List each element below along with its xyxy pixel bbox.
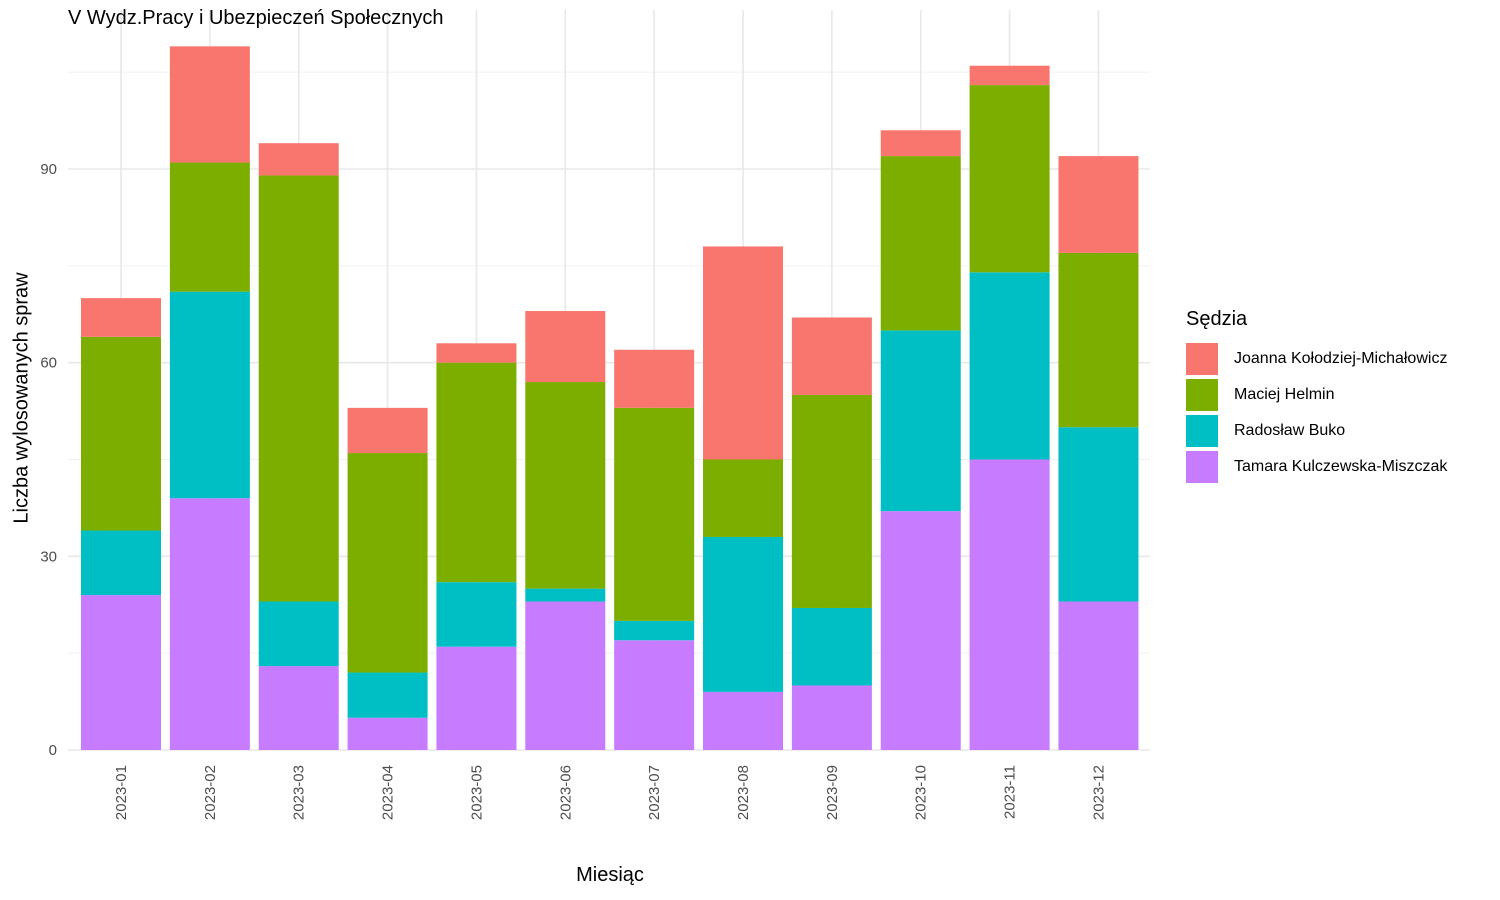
x-tick-label: 2023-09: [824, 765, 841, 820]
bar-segment: [169, 291, 250, 499]
bar-segment: [880, 330, 961, 512]
x-tick-label: 2023-02: [202, 765, 219, 820]
legend-label: Maciej Helmin: [1234, 386, 1335, 403]
bar-segment: [347, 717, 428, 750]
bar-segment: [1058, 427, 1139, 602]
legend-item: Radosław Buko: [1186, 413, 1447, 449]
chart-title: V Wydz.Pracy i Ubezpieczeń Społecznych: [68, 7, 444, 29]
x-tick-label: 2023-10: [913, 765, 930, 820]
bar-segment: [614, 620, 695, 641]
bar-segment: [880, 511, 961, 750]
x-tick-label: 2023-06: [557, 765, 574, 820]
bar-segment: [703, 459, 784, 537]
legend-label: Joanna Kołodziej-Michałowicz: [1234, 350, 1448, 367]
bar-segment: [525, 588, 606, 602]
bar-segment: [969, 85, 1050, 273]
bar-segment: [436, 646, 517, 750]
bar-segment: [880, 156, 961, 331]
x-axis-ticks: 2023-01 2023-02 2023-03 2023-04 2023-05 2023-…: [113, 765, 1107, 820]
legend-label: Radosław Buko: [1234, 422, 1346, 439]
y-tick-label: 90: [40, 161, 57, 178]
bar-segment: [81, 530, 161, 596]
x-tick-label: 2023-12: [1090, 765, 1107, 820]
bar-segment: [969, 65, 1050, 86]
x-tick-label: 2023-01: [113, 765, 130, 820]
bar-segment: [169, 162, 250, 292]
legend-items: Joanna Kołodziej-Michałowicz Maciej Helmi…: [1186, 341, 1447, 485]
x-tick-label: 2023-08: [735, 765, 752, 820]
bar-segment: [347, 407, 428, 454]
legend-item: Tamara Kulczewska-Miszczak: [1186, 449, 1447, 485]
bar-segment: [436, 362, 517, 583]
bar-segment: [347, 453, 428, 673]
bar-segment: [258, 143, 339, 176]
legend-item: Maciej Helmin: [1186, 377, 1447, 413]
bar-segment: [969, 272, 1050, 460]
bar-segment: [614, 407, 695, 621]
legend-key: [1186, 451, 1218, 483]
bar-segment: [1058, 252, 1139, 428]
bar-segment: [791, 317, 872, 395]
bar-segment: [347, 672, 428, 718]
x-tick-label: 2023-03: [291, 765, 308, 820]
x-axis-label: Miesiąc: [576, 864, 644, 886]
bar-segment: [1058, 156, 1139, 253]
bar-segment: [614, 640, 695, 750]
bar-segment: [81, 336, 161, 531]
y-tick-label: 0: [49, 742, 57, 759]
x-tick-label: 2023-07: [646, 765, 663, 820]
bar-segment: [81, 595, 161, 750]
bar-stacks: [81, 46, 1139, 750]
legend-key: [1186, 379, 1218, 411]
bar-segment: [791, 394, 872, 608]
legend-item: Joanna Kołodziej-Michałowicz: [1186, 341, 1447, 377]
bar-segment: [169, 498, 250, 750]
legend-title: Sędzia: [1186, 308, 1248, 330]
x-tick-label: 2023-11: [1002, 765, 1019, 819]
bar-segment: [258, 666, 339, 750]
bar-segment: [969, 459, 1050, 750]
y-tick-label: 30: [40, 548, 57, 565]
legend: Sędzia Joanna Kołodziej-Michałowicz Macie…: [1186, 308, 1447, 485]
bar-segment: [791, 607, 872, 686]
y-axis-ticks: 0 30 60 90: [40, 161, 57, 759]
bar-segment: [791, 685, 872, 750]
bar-segment: [258, 175, 339, 602]
legend-key: [1186, 415, 1218, 447]
bar-segment: [436, 343, 517, 363]
bar-segment: [1058, 601, 1139, 750]
legend-label: Tamara Kulczewska-Miszczak: [1234, 458, 1448, 475]
bar-segment: [703, 691, 784, 750]
y-tick-label: 60: [40, 355, 57, 372]
legend-key: [1186, 343, 1218, 375]
bar-segment: [81, 298, 161, 337]
x-tick-label: 2023-05: [468, 765, 485, 820]
bar-segment: [525, 601, 606, 750]
bar-segment: [169, 46, 250, 163]
y-axis-label: Liczba wylosowanych spraw: [10, 272, 33, 524]
bar-segment: [703, 246, 784, 460]
bar-segment: [525, 311, 606, 383]
bar-segment: [614, 349, 695, 408]
bar-segment: [436, 582, 517, 647]
bar-segment: [703, 536, 784, 692]
x-tick-label: 2023-04: [380, 765, 397, 820]
bar-segment: [525, 382, 606, 589]
bar-segment: [258, 601, 339, 667]
bar-segment: [880, 130, 961, 157]
